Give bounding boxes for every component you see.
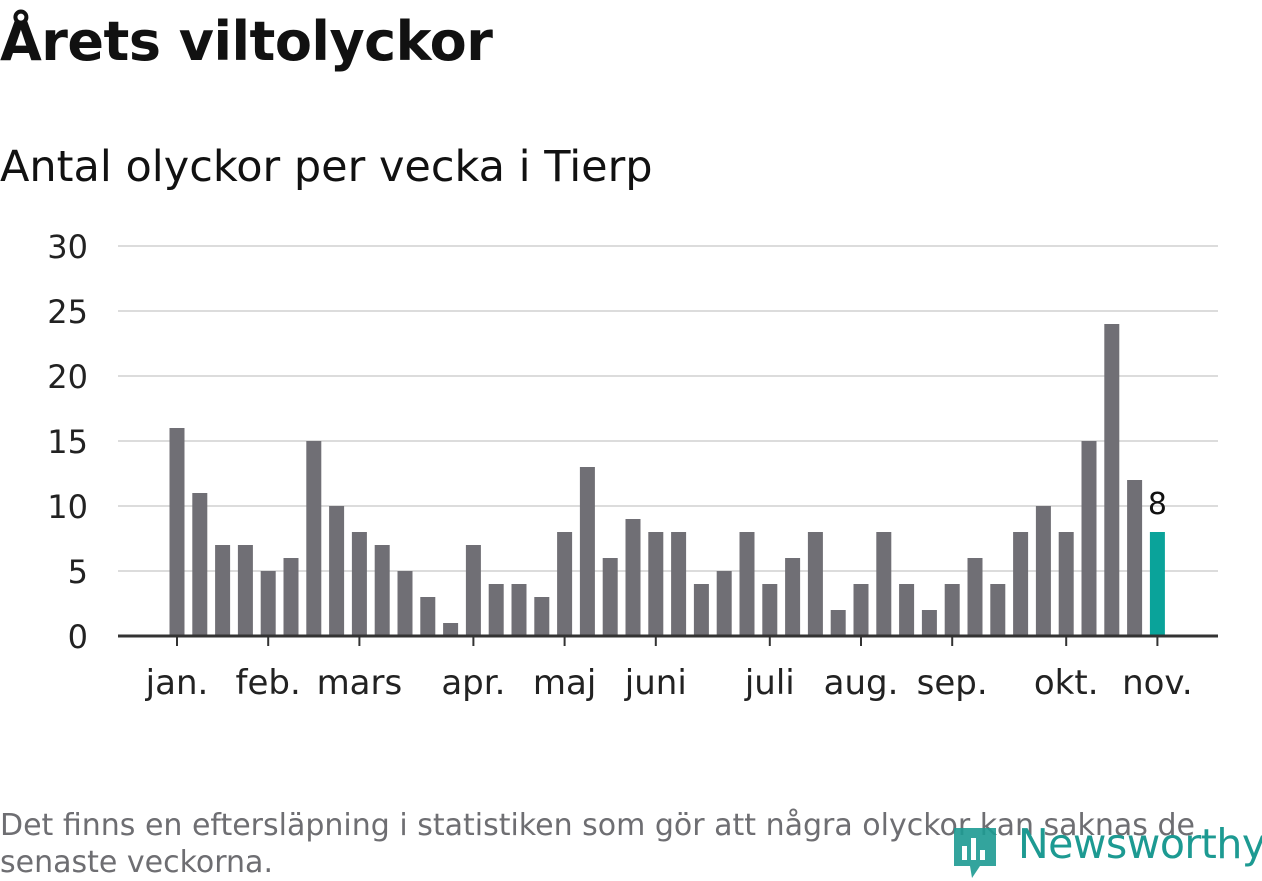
x-axis-ticks: jan. feb. mars apr. maj juni juli aug. sep. okt. n… bbox=[145, 636, 1193, 703]
bar bbox=[625, 519, 641, 636]
bar bbox=[488, 584, 504, 636]
bar bbox=[602, 558, 618, 636]
x-tick-label: apr. bbox=[441, 663, 505, 703]
bar bbox=[967, 558, 983, 636]
bar bbox=[876, 532, 892, 636]
newsworthy-logo: Newsworthy bbox=[950, 818, 1262, 878]
bar bbox=[511, 584, 527, 636]
y-tick-label: 15 bbox=[47, 423, 88, 461]
y-tick-label: 10 bbox=[47, 488, 88, 526]
bar bbox=[329, 506, 345, 636]
bar bbox=[1104, 324, 1120, 636]
x-tick-label: jan. bbox=[145, 663, 209, 703]
bar bbox=[853, 584, 869, 636]
bar bbox=[374, 545, 390, 636]
bar bbox=[785, 558, 801, 636]
bar bbox=[443, 623, 459, 636]
bar bbox=[169, 428, 185, 636]
y-tick-label: 20 bbox=[47, 358, 88, 396]
bar bbox=[534, 597, 550, 636]
bar bbox=[807, 532, 823, 636]
y-tick-label: 5 bbox=[68, 553, 88, 591]
x-tick-label: juli bbox=[744, 663, 795, 703]
bar-highlight bbox=[1149, 532, 1165, 636]
y-tick-label: 25 bbox=[47, 293, 88, 331]
bar bbox=[397, 571, 413, 636]
bar bbox=[899, 584, 915, 636]
bar bbox=[306, 441, 322, 636]
x-tick-label: mars bbox=[317, 663, 403, 703]
bar bbox=[921, 610, 937, 636]
bar bbox=[1035, 506, 1051, 636]
brand-name: Newsworthy bbox=[1018, 820, 1262, 868]
bar bbox=[671, 532, 687, 636]
x-tick-label: feb. bbox=[236, 663, 301, 703]
y-tick-label: 0 bbox=[68, 618, 88, 656]
newsworthy-logo-icon bbox=[954, 828, 996, 878]
x-tick-label: nov. bbox=[1122, 663, 1193, 703]
x-tick-label: okt. bbox=[1034, 663, 1099, 703]
bar bbox=[465, 545, 481, 636]
x-tick-label: aug. bbox=[824, 663, 899, 703]
bar bbox=[648, 532, 664, 636]
bar bbox=[579, 467, 595, 636]
bar bbox=[1081, 441, 1097, 636]
bar bbox=[351, 532, 367, 636]
y-tick-label: 30 bbox=[47, 228, 88, 266]
x-tick-label: maj bbox=[533, 663, 596, 703]
bar bbox=[762, 584, 778, 636]
gridlines bbox=[118, 245, 1218, 572]
bar bbox=[215, 545, 231, 636]
x-tick-label: sep. bbox=[917, 663, 988, 703]
bar bbox=[283, 558, 299, 636]
chart-subtitle: Antal olyckor per vecka i Tierp bbox=[0, 142, 653, 192]
bar bbox=[1058, 532, 1074, 636]
bar bbox=[237, 545, 253, 636]
bar bbox=[260, 571, 276, 636]
bar bbox=[990, 584, 1006, 636]
bar bbox=[420, 597, 436, 636]
highlight-data-label: 8 bbox=[1148, 487, 1167, 522]
bar bbox=[944, 584, 960, 636]
bar bbox=[830, 610, 846, 636]
y-axis-ticks: 0 5 10 15 20 25 30 bbox=[47, 228, 88, 656]
bar-chart: 0 5 10 15 20 25 30 jan. feb. mars apr. maj juni juli… bbox=[47, 228, 1218, 703]
bar bbox=[693, 584, 709, 636]
chart-title: Årets viltolyckor bbox=[0, 10, 493, 73]
bar bbox=[716, 571, 732, 636]
bar bbox=[739, 532, 755, 636]
bar bbox=[1127, 480, 1143, 636]
bar bbox=[1013, 532, 1029, 636]
bar bbox=[192, 493, 208, 636]
bars bbox=[169, 324, 1165, 636]
bar bbox=[557, 532, 573, 636]
x-tick-label: juni bbox=[624, 663, 687, 703]
